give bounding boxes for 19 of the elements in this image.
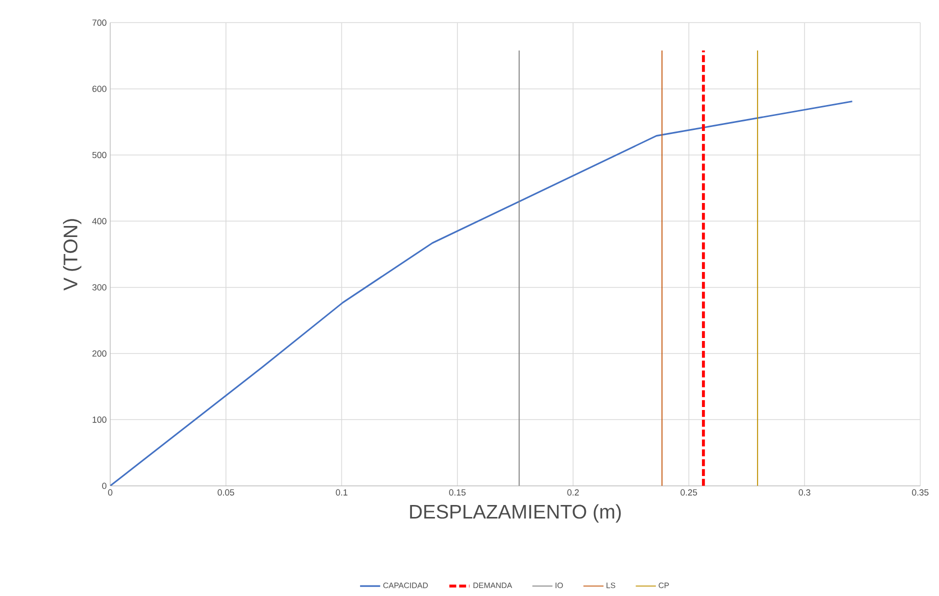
- x-axis-title: DESPLAZAMIENTO (m): [410, 504, 621, 522]
- y-tick-label: 200: [92, 350, 106, 357]
- y-tick-label: 300: [92, 284, 106, 290]
- y-axis-title: V (TON): [63, 219, 82, 290]
- y-tick-label: 500: [92, 152, 106, 158]
- y-tick-label: 700: [92, 19, 106, 26]
- y-tick-label: 400: [92, 218, 106, 224]
- line-series: [110, 100, 854, 486]
- y-tick-label: 0: [102, 482, 106, 489]
- y-tick-label: 600: [92, 86, 106, 92]
- x-tick-label: 0.1: [336, 489, 348, 496]
- x-tick-label: 0.15: [449, 489, 466, 496]
- x-tick-label: 0: [108, 489, 112, 496]
- x-tick-label: 0.2: [567, 489, 579, 496]
- x-tick-label: 0.05: [218, 489, 234, 496]
- x-tick-label: 0.25: [680, 489, 698, 496]
- y-tick-label: 100: [92, 416, 106, 423]
- x-tick-label: 0.35: [912, 489, 929, 496]
- x-tick-label: 0.3: [798, 489, 810, 496]
